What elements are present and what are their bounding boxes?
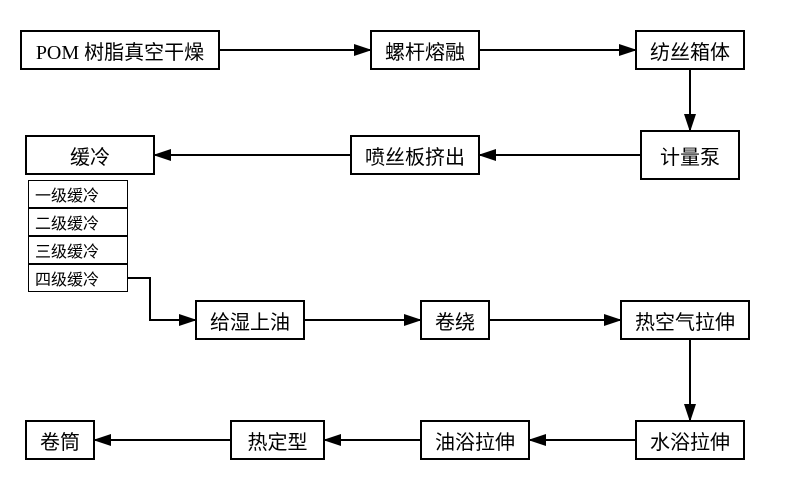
node-label: POM 树脂真空干燥 [36,36,204,65]
subnode-cool-stage-2: 二级缓冷 [28,208,128,236]
node-label: 四级缓冷 [35,266,99,290]
node-label: 三级缓冷 [35,238,99,262]
subnode-cool-stage-1: 一级缓冷 [28,180,128,208]
node-label: 喷丝板挤出 [365,141,465,170]
edge [128,278,195,320]
node-spinning-box: 纺丝箱体 [635,30,745,70]
node-screw-melt: 螺杆熔融 [370,30,480,70]
node-label: 油浴拉伸 [435,426,515,455]
node-slow-cool: 缓冷 [25,135,155,175]
node-spinneret-extrude: 喷丝板挤出 [350,135,480,175]
node-water-bath-stretch: 水浴拉伸 [635,420,745,460]
node-label: 热定型 [248,426,308,455]
node-label: 热空气拉伸 [635,306,735,335]
node-label: 卷绕 [435,306,475,335]
node-label: 卷筒 [40,426,80,455]
node-label: 螺杆熔融 [385,36,465,65]
node-label: 计量泵 [660,141,720,170]
node-hot-air-stretch: 热空气拉伸 [620,300,750,340]
node-label: 水浴拉伸 [650,426,730,455]
node-label: 二级缓冷 [35,210,99,234]
node-label: 一级缓冷 [35,182,99,206]
node-oil-bath-stretch: 油浴拉伸 [420,420,530,460]
subnode-cool-stage-4: 四级缓冷 [28,264,128,292]
node-metering-pump: 计量泵 [640,130,740,180]
node-label: 给湿上油 [210,306,290,335]
node-label: 纺丝箱体 [650,36,730,65]
node-winding: 卷绕 [420,300,490,340]
subnode-cool-stage-3: 三级缓冷 [28,236,128,264]
node-wet-oil: 给湿上油 [195,300,305,340]
node-spool: 卷筒 [25,420,95,460]
node-label: 缓冷 [70,141,110,170]
node-heat-set: 热定型 [230,420,325,460]
node-pom-vacuum-dry: POM 树脂真空干燥 [20,30,220,70]
